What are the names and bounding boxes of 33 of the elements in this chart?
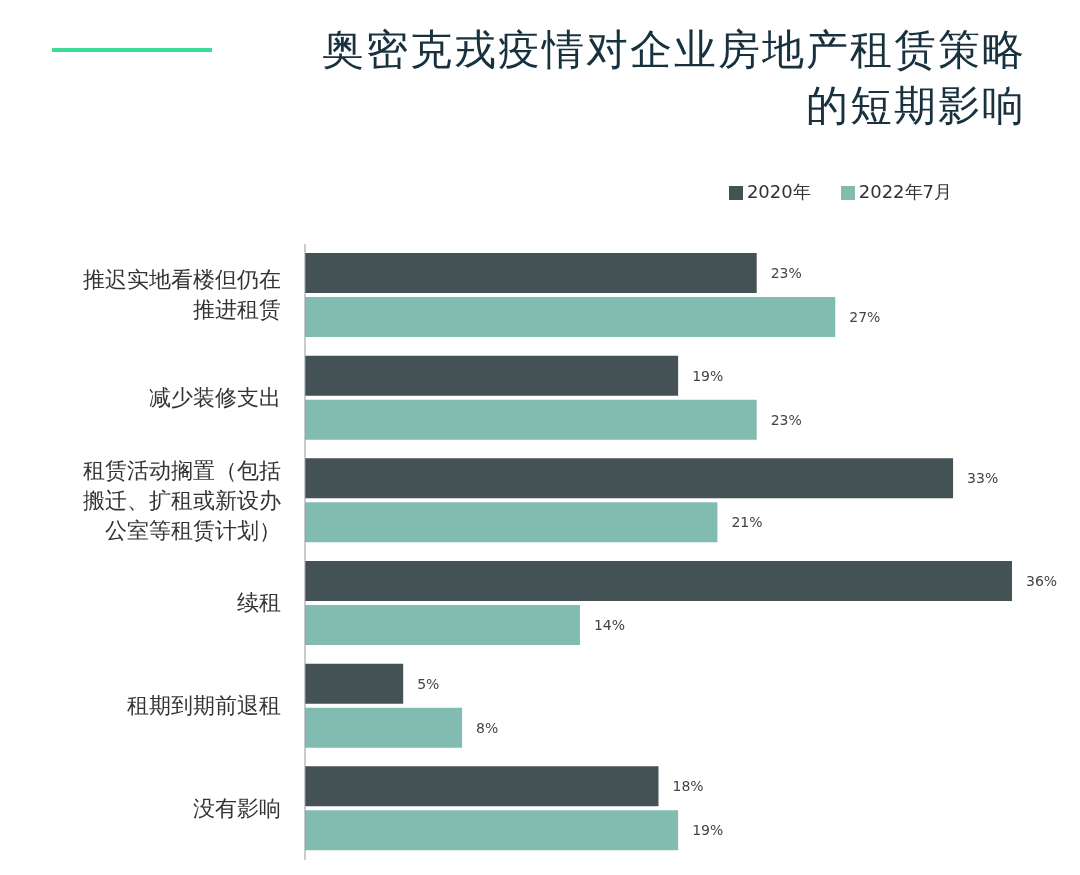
legend-label: 2022年7月 (858, 181, 952, 202)
bar (305, 810, 679, 851)
data-label: 19% (692, 822, 724, 839)
data-label: 5% (417, 675, 440, 692)
data-label: 8% (476, 719, 499, 736)
bar (305, 399, 757, 440)
y-tick-label: 减少装修支出 (148, 384, 281, 412)
chart-title: 奥密克戎疫情对企业房地产租赁策略的短期影响 (321, 24, 1026, 132)
data-label: 23% (770, 411, 802, 428)
y-tick-label: 租赁活动搁置（包括搬迁、扩租或新设办公室等租赁计划） (82, 456, 281, 545)
data-label: 18% (672, 778, 704, 795)
bar (305, 766, 659, 807)
y-tick-label: 没有影响 (192, 794, 281, 823)
bar (305, 458, 954, 499)
data-label: 23% (770, 264, 802, 281)
bar (305, 561, 1012, 601)
data-label: 21% (731, 514, 763, 531)
y-tick-label: 租期到期前退租 (126, 692, 281, 720)
bar (305, 253, 757, 293)
bar (305, 663, 404, 704)
legend-label: 2020年 (746, 181, 811, 202)
data-label: 14% (593, 616, 626, 633)
data-label: 27% (849, 308, 881, 325)
y-tick-label: 推迟实地看楼但仍在推进租赁 (82, 266, 281, 325)
bar (305, 297, 836, 337)
bar (305, 707, 463, 748)
data-label: 33% (967, 470, 999, 487)
data-label: 19% (692, 367, 724, 384)
bar (305, 605, 580, 645)
bar (305, 355, 679, 396)
y-tick-label: 续租 (236, 589, 281, 618)
bar (305, 502, 718, 543)
data-label: 36% (1026, 572, 1058, 589)
